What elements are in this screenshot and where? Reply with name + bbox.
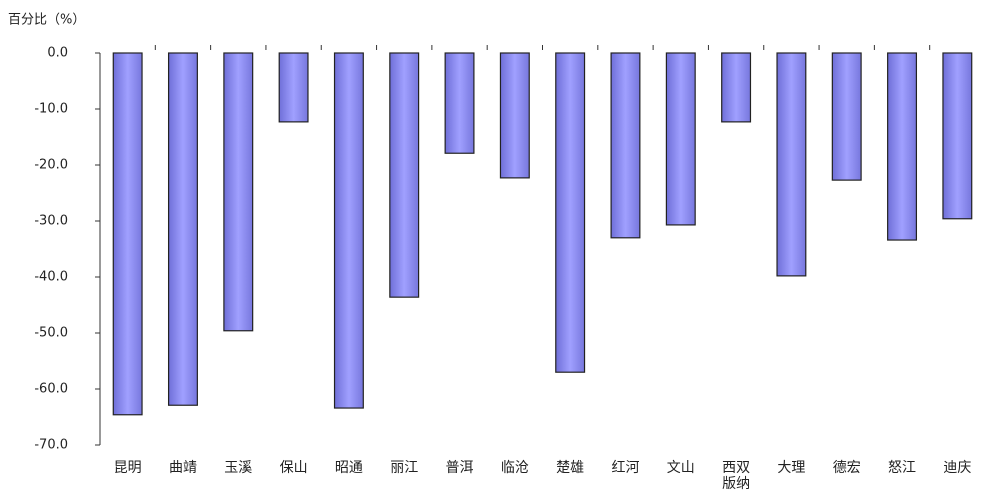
- x-tick-label: 昆明: [113, 460, 142, 476]
- x-tick-label: 丽江: [390, 460, 419, 476]
- bar: [112, 52, 143, 416]
- bar: [444, 52, 475, 154]
- y-tick-label: -50.0: [34, 326, 68, 341]
- x-tick-label: 保山: [279, 460, 308, 476]
- x-tick-label: 曲靖: [168, 460, 197, 476]
- bar: [942, 52, 973, 220]
- x-tick-label: 德宏: [832, 460, 861, 476]
- x-tick-label: 文山: [666, 460, 695, 476]
- bar: [665, 52, 696, 226]
- x-tick-label: 普洱: [445, 460, 474, 476]
- y-tick-label: -10.0: [34, 102, 68, 117]
- bar: [499, 52, 530, 179]
- y-tick-label: -60.0: [34, 382, 68, 397]
- bar: [333, 52, 364, 409]
- bar: [831, 52, 862, 181]
- x-tick-label: 红河: [611, 460, 640, 476]
- x-tick-label: 大理: [777, 460, 806, 476]
- bar: [776, 52, 807, 277]
- x-tick-label: 怒江: [888, 460, 917, 476]
- x-tick-label: 楚雄: [556, 460, 585, 476]
- bar: [610, 52, 641, 239]
- y-tick-label: -30.0: [34, 214, 68, 229]
- bar: [278, 52, 309, 123]
- y-tick-label: -20.0: [34, 158, 68, 173]
- bar: [721, 52, 752, 123]
- y-tick-label: 0.0: [47, 46, 68, 61]
- x-tick-label: 昭通: [334, 460, 363, 476]
- chart-title: 百分比（%）: [8, 13, 85, 28]
- x-tick-label: 临沧: [500, 460, 529, 476]
- x-tick-label: 西双版纳: [722, 460, 751, 492]
- y-tick-label: -40.0: [34, 270, 68, 285]
- bar: [167, 52, 198, 406]
- y-tick-label: -70.0: [34, 438, 68, 453]
- x-tick-label: 迪庆: [943, 460, 972, 476]
- x-tick-label: 玉溪: [224, 460, 253, 476]
- bar: [887, 52, 918, 241]
- bar: [389, 52, 420, 298]
- bar: [223, 52, 254, 332]
- bar: [555, 52, 586, 373]
